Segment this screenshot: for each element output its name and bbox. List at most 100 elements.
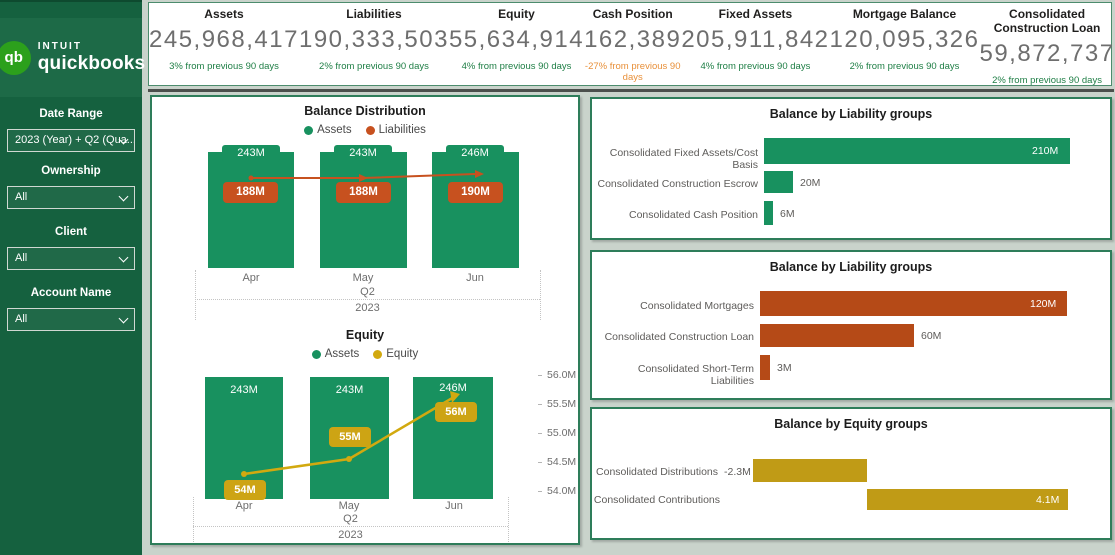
- axis-line: [195, 299, 540, 300]
- liability-groups-panel-1: Balance by Liability groups Consolidated…: [590, 97, 1112, 240]
- quickbooks-logo: qb INTUIT quickbooks: [0, 18, 145, 97]
- legend-assets[interactable]: Assets: [304, 124, 352, 136]
- kpi-label: Assets: [204, 7, 244, 21]
- category-label: Consolidated Fixed Assets/Cost Basis: [609, 147, 758, 171]
- value-bar[interactable]: [753, 459, 867, 482]
- bar-value-label: 3M: [777, 362, 792, 374]
- value-bar[interactable]: [764, 201, 773, 225]
- kpi-change: 2% from previous 90 days: [992, 74, 1102, 86]
- filter-account-name: Account Name All: [0, 287, 142, 331]
- chart-title: Equity: [345, 328, 385, 342]
- kpi-value: 55,634,914: [448, 25, 585, 53]
- kpi-label: Cash Position: [592, 7, 673, 21]
- logo-quickbooks-text: quickbooks: [37, 53, 146, 74]
- x-axis-quarter: Q2: [343, 513, 358, 525]
- liabilities-legend-icon: [365, 125, 375, 135]
- assets-bar-may[interactable]: [320, 152, 407, 268]
- bar-value-label: -2.3M: [724, 466, 751, 478]
- kpi-fixed-assets: Fixed Assets 205,911,842 4% from previou…: [681, 3, 829, 85]
- kpi-label: Equity: [498, 7, 535, 21]
- y-axis-tick: 54.0M: [538, 485, 576, 497]
- kpi-change: 4% from previous 90 days: [461, 60, 572, 72]
- assets-legend-icon: [311, 349, 321, 359]
- liabilities-value-badge: 188M: [336, 182, 391, 203]
- y-axis-tick: 56.0M: [538, 369, 576, 381]
- ownership-value: All: [15, 191, 28, 203]
- kpi-value: 245,968,417: [149, 25, 299, 53]
- kpi-value: 190,333,503: [298, 25, 449, 53]
- value-bar[interactable]: [867, 489, 1068, 510]
- date-range-label: Date Range: [39, 108, 103, 120]
- client-dropdown[interactable]: All: [7, 247, 135, 270]
- account-name-dropdown[interactable]: All: [7, 308, 135, 331]
- legend-assets[interactable]: Assets: [311, 348, 359, 360]
- kpi-assets: Assets 245,968,417 3% from previous 90 d…: [149, 3, 299, 85]
- kpi-label: Liabilities: [346, 7, 402, 21]
- assets-bar-value: 246M: [446, 145, 504, 162]
- legend-equity[interactable]: Equity: [373, 348, 418, 360]
- value-bar[interactable]: [764, 138, 1070, 164]
- kpi-mortgage-balance: Mortgage Balance 120,095,326 2% from pre…: [830, 3, 980, 85]
- x-axis-month: Jun: [445, 500, 463, 512]
- axis-line: [195, 270, 196, 320]
- sidebar: qb INTUIT quickbooks Date Range 2023 (Ye…: [0, 0, 145, 555]
- y-axis-tick: 55.0M: [538, 427, 576, 439]
- kpi-value: 162,389: [584, 25, 682, 53]
- client-label: Client: [55, 226, 87, 238]
- equity-value-badge: 55M: [329, 427, 371, 447]
- kpi-value: 59,872,737: [979, 39, 1115, 67]
- filter-date-range: Date Range 2023 (Year) + Q2 (Qua...: [0, 108, 142, 152]
- value-bar[interactable]: [760, 324, 914, 347]
- value-bar[interactable]: [764, 171, 793, 193]
- filter-ownership: Ownership All: [0, 165, 142, 209]
- chevron-down-icon: [118, 191, 129, 202]
- bar-value-label: 210M: [1032, 145, 1059, 157]
- value-bar[interactable]: [760, 291, 1067, 316]
- logo-intuit-text: INTUIT: [37, 41, 82, 52]
- bar-value-label: 120M: [1030, 298, 1057, 310]
- kpi-change: -27% from previous 90 days: [584, 60, 681, 83]
- axis-line: [540, 270, 541, 320]
- kpi-label: Mortgage Balance: [852, 7, 957, 21]
- kpi-band: Assets 245,968,417 3% from previous 90 d…: [148, 2, 1115, 86]
- category-label: Consolidated Mortgages: [640, 300, 754, 312]
- kpi-label: Fixed Assets: [718, 7, 793, 21]
- assets-legend-icon: [304, 125, 314, 135]
- panel-title: Balance by Liability groups: [769, 107, 933, 121]
- assets-bar-value: 246M: [439, 382, 467, 394]
- category-label: Consolidated Construction Loan: [604, 331, 754, 343]
- liabilities-line: [248, 170, 484, 182]
- category-label: Consolidated Contributions: [593, 494, 720, 506]
- bar-value-label: 20M: [800, 177, 821, 189]
- bar-value-label: 4.1M: [1036, 494, 1060, 506]
- date-range-value: 2023 (Year) + Q2 (Qua...: [15, 134, 135, 146]
- y-axis-tick: 54.5M: [538, 456, 576, 468]
- x-axis-month: May: [352, 272, 374, 284]
- balance-charts-panel: Balance Distribution Assets Liabilities …: [150, 95, 580, 545]
- legend-liabilities[interactable]: Liabilities: [365, 124, 426, 136]
- value-bar[interactable]: [760, 355, 770, 380]
- panel-title: Balance by Liability groups: [769, 260, 933, 274]
- chevron-down-icon: [118, 252, 129, 263]
- kpi-change: 4% from previous 90 days: [700, 60, 811, 72]
- legend: Assets Equity: [152, 348, 578, 360]
- equity-legend-icon: [373, 349, 383, 359]
- x-axis-year: 2023: [338, 529, 363, 541]
- liability-groups-panel-2: Balance by Liability groups Consolidated…: [590, 250, 1112, 400]
- date-range-dropdown[interactable]: 2023 (Year) + Q2 (Qua...: [7, 129, 135, 152]
- account-name-value: All: [15, 313, 28, 325]
- equity-groups-panel: Balance by Equity groups Consolidated Di…: [590, 407, 1112, 540]
- ownership-dropdown[interactable]: All: [7, 186, 135, 209]
- bar-value-label: 6M: [780, 208, 795, 220]
- assets-bar-apr[interactable]: [205, 377, 283, 499]
- kpi-change: 2% from previous 90 days: [319, 60, 429, 72]
- assets-bar-value: 243M: [222, 145, 280, 162]
- x-axis-month: Apr: [242, 272, 260, 284]
- panel-title: Balance by Equity groups: [774, 417, 928, 431]
- divider: [148, 89, 1114, 92]
- assets-bar-apr[interactable]: [208, 152, 294, 268]
- x-axis-month: Jun: [466, 272, 484, 284]
- equity-line: [241, 391, 460, 477]
- qb-logo-text: qb: [4, 49, 23, 66]
